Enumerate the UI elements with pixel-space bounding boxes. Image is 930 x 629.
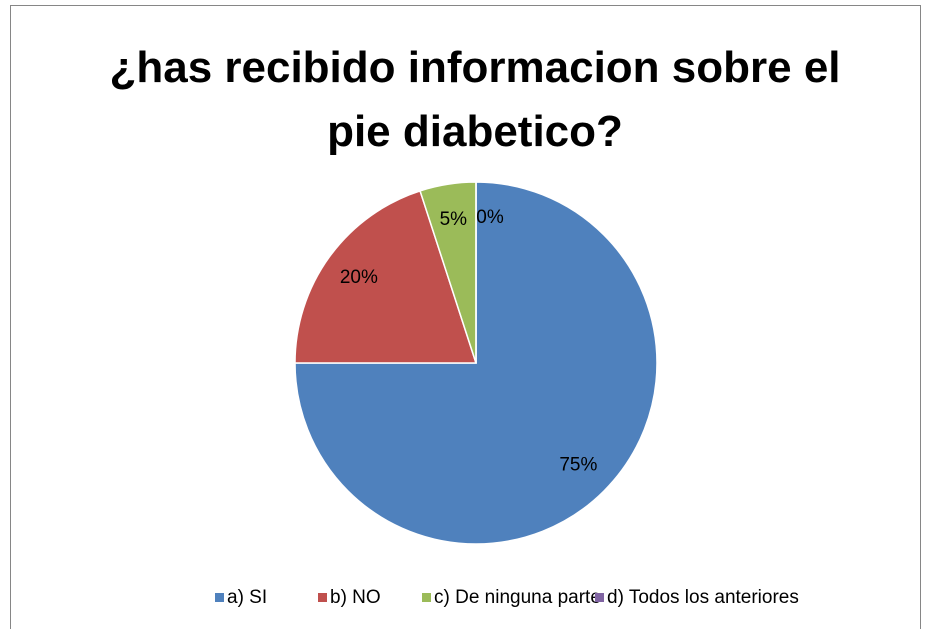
data-label: 20% bbox=[340, 267, 378, 288]
legend-swatch bbox=[215, 593, 224, 602]
chart-border bbox=[10, 5, 921, 629]
legend-swatch bbox=[422, 593, 431, 602]
legend-label: b) NO bbox=[330, 587, 381, 608]
data-label: 75% bbox=[559, 454, 597, 475]
legend-swatch bbox=[595, 593, 604, 602]
data-label: 5% bbox=[440, 209, 468, 230]
pie-slice bbox=[294, 189, 478, 364]
pie-slice bbox=[294, 181, 658, 545]
legend-label: a) SI bbox=[227, 587, 267, 608]
chart-title: ¿has recibido informacion sobre el pie d… bbox=[109, 43, 841, 156]
data-label: 0% bbox=[476, 207, 504, 228]
legend-label: d) Todos los anteriores bbox=[607, 587, 799, 608]
legend-label: c) De ninguna parte bbox=[434, 587, 601, 608]
legend-swatch bbox=[318, 593, 327, 602]
